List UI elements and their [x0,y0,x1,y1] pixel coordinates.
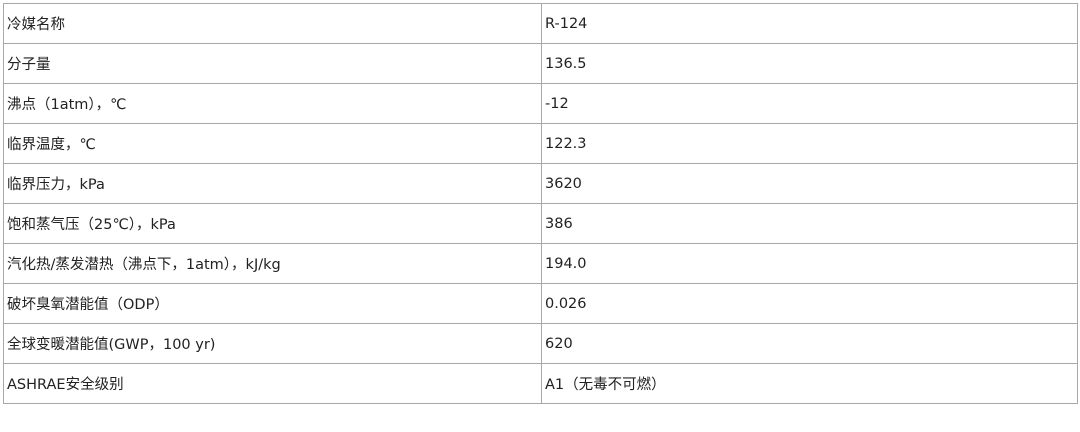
property-value: 136.5 [541,43,1078,84]
table-row: 汽化热/蒸发潜热（沸点下，1atm），kJ/kg 194.0 [3,243,1078,284]
table-row: 全球变暖潜能值(GWP，100 yr) 620 [3,323,1078,364]
property-value: 122.3 [541,123,1078,164]
property-label: ASHRAE安全级别 [3,363,542,404]
property-label: 全球变暖潜能值(GWP，100 yr) [3,323,542,364]
table-row: 破坏臭氧潜能值（ODP） 0.026 [3,283,1078,324]
property-value: R-124 [541,3,1078,44]
property-label: 汽化热/蒸发潜热（沸点下，1atm），kJ/kg [3,243,542,284]
property-value: A1（无毒不可燃） [541,363,1078,404]
property-label: 临界压力，kPa [3,163,542,204]
property-value: 3620 [541,163,1078,204]
table-row: 饱和蒸气压（25℃），kPa 386 [3,203,1078,244]
table-row: 分子量 136.5 [3,43,1078,84]
table-row: 临界温度，℃ 122.3 [3,123,1078,164]
property-value: -12 [541,83,1078,124]
property-label: 冷媒名称 [3,3,542,44]
property-label: 沸点（1atm），℃ [3,83,542,124]
property-label: 饱和蒸气压（25℃），kPa [3,203,542,244]
table-row: 临界压力，kPa 3620 [3,163,1078,204]
property-label: 临界温度，℃ [3,123,542,164]
property-label: 破坏臭氧潜能值（ODP） [3,283,542,324]
refrigerant-properties-table: 冷媒名称 R-124 分子量 136.5 沸点（1atm），℃ -12 临界温度，℃ 122.… [3,3,1078,404]
property-value: 386 [541,203,1078,244]
property-value: 0.026 [541,283,1078,324]
table-row: 冷媒名称 R-124 [3,3,1078,44]
property-value: 194.0 [541,243,1078,284]
table-row: 沸点（1atm），℃ -12 [3,83,1078,124]
table-row: ASHRAE安全级别 A1（无毒不可燃） [3,363,1078,404]
property-label: 分子量 [3,43,542,84]
property-value: 620 [541,323,1078,364]
